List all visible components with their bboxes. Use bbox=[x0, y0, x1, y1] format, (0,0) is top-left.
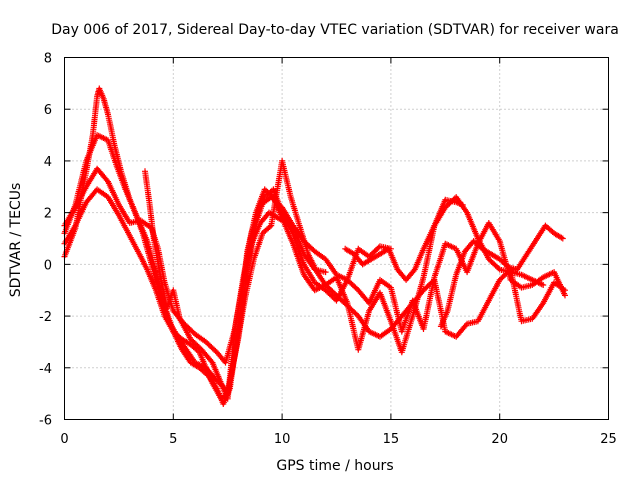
y-tick-label: 4 bbox=[44, 155, 52, 170]
series-markers bbox=[437, 222, 566, 330]
y-axis-title: SDTVAR / TECUs bbox=[8, 183, 24, 298]
series-track-c bbox=[61, 165, 394, 366]
y-tick-label: -6 bbox=[39, 414, 52, 429]
x-tick-label: 25 bbox=[600, 432, 617, 447]
x-tick-label: 20 bbox=[491, 432, 508, 447]
y-tick-label: 6 bbox=[44, 103, 52, 118]
series-markers bbox=[142, 168, 329, 402]
series-track-e bbox=[142, 168, 329, 402]
x-tick-label: 10 bbox=[274, 432, 291, 447]
plot-frame bbox=[64, 57, 609, 420]
x-tick-label: 5 bbox=[169, 432, 177, 447]
series-markers bbox=[342, 194, 547, 288]
x-tick-label: 15 bbox=[383, 432, 400, 447]
y-tick-label: 2 bbox=[44, 207, 52, 222]
y-tick-label: -4 bbox=[39, 362, 52, 377]
x-tick-label: 0 bbox=[60, 432, 68, 447]
y-tick-labels: -6 -4 -2 0 2 4 6 8 bbox=[39, 52, 52, 429]
series-track-a bbox=[61, 85, 466, 407]
series-track-f bbox=[342, 194, 547, 288]
series-track-g bbox=[437, 222, 566, 330]
series-markers bbox=[61, 85, 466, 407]
chart-title: Day 006 of 2017, Sidereal Day-to-day VTE… bbox=[51, 22, 619, 38]
axis-ticks bbox=[64, 57, 609, 420]
x-tick-labels: 0 5 10 15 20 25 bbox=[60, 432, 616, 447]
y-tick-label: 8 bbox=[44, 52, 52, 67]
data-points bbox=[61, 85, 568, 407]
series-markers bbox=[61, 165, 394, 366]
x-axis-title: GPS time / hours bbox=[276, 458, 393, 474]
y-tick-label: -2 bbox=[39, 310, 52, 325]
y-tick-label: 0 bbox=[44, 258, 52, 273]
